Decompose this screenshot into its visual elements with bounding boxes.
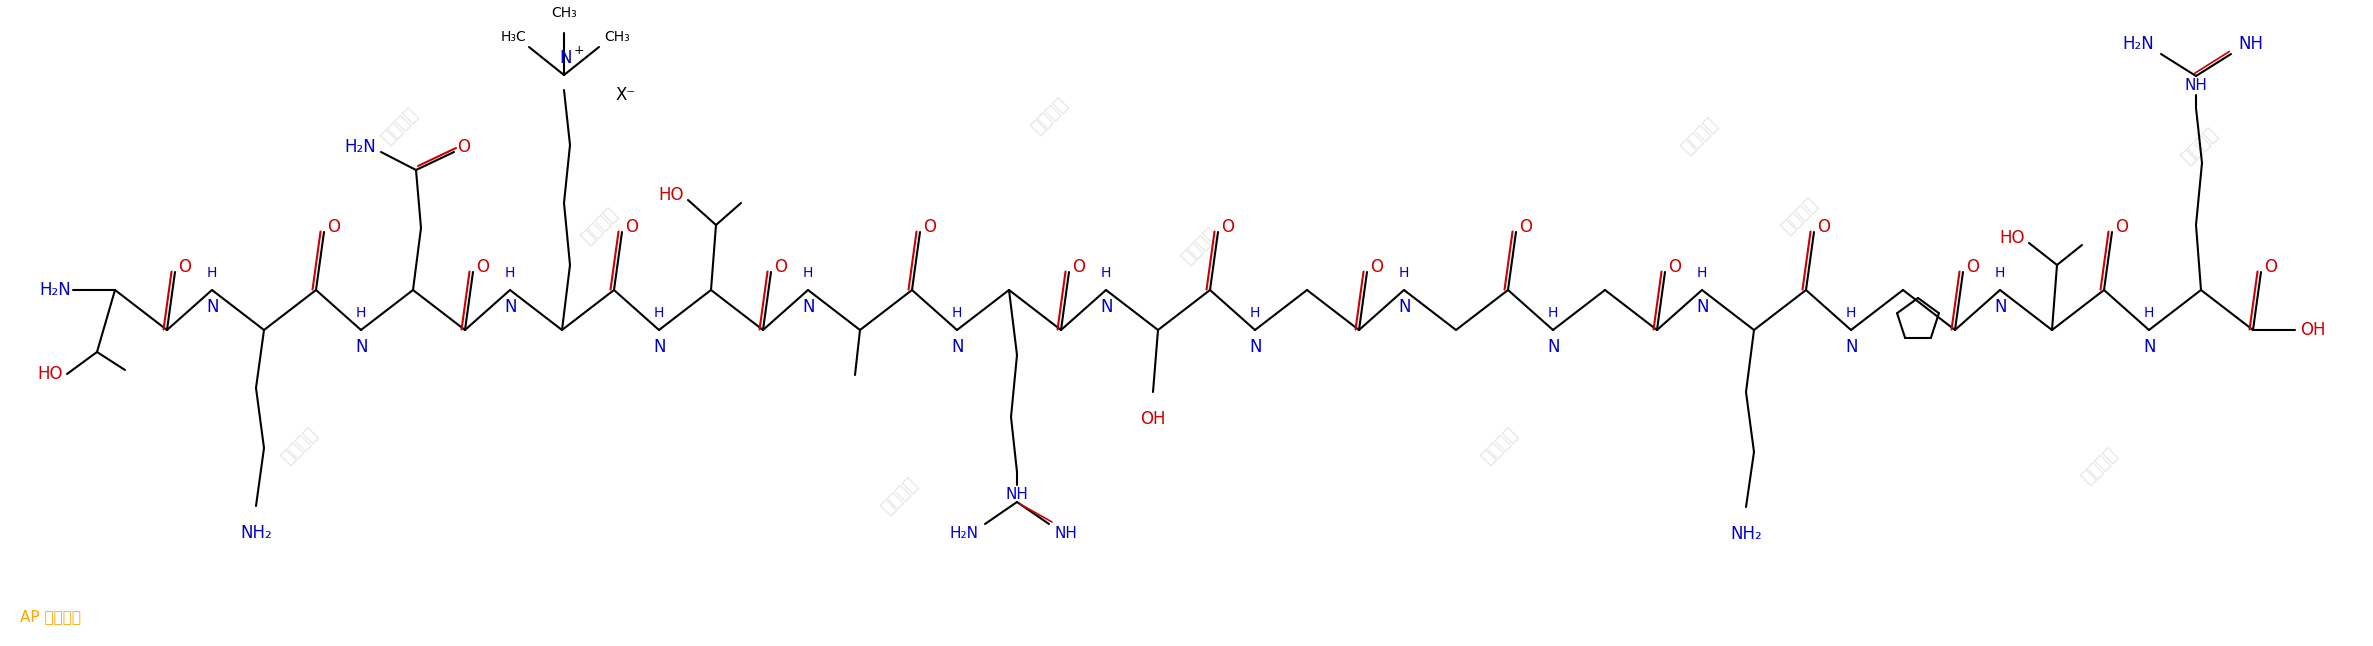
Text: O: O <box>458 138 470 156</box>
Text: H: H <box>505 266 515 280</box>
Text: X⁻: X⁻ <box>617 86 636 104</box>
Text: O: O <box>1372 258 1383 276</box>
Text: O: O <box>1222 218 1234 236</box>
Text: N: N <box>1251 338 1262 356</box>
Text: H: H <box>1547 306 1559 320</box>
Text: HO: HO <box>657 186 683 204</box>
Text: HO: HO <box>2000 229 2024 247</box>
Text: NH: NH <box>1006 487 1028 502</box>
Text: N: N <box>1547 338 1561 356</box>
Text: H₃C: H₃C <box>501 30 527 44</box>
Text: H: H <box>1697 266 1706 280</box>
Text: H: H <box>2143 306 2155 320</box>
Text: O: O <box>2264 258 2278 276</box>
Text: O: O <box>774 258 788 276</box>
Text: N: N <box>206 298 218 316</box>
Text: N: N <box>356 338 368 356</box>
Text: H: H <box>952 306 961 320</box>
Text: N: N <box>802 298 816 316</box>
Text: HO: HO <box>38 365 64 383</box>
Text: 专肽生物: 专肽生物 <box>1478 424 1521 468</box>
Text: NH₂: NH₂ <box>1730 525 1761 543</box>
Text: O: O <box>178 258 192 276</box>
Text: 专肽生物: 专肽生物 <box>2178 125 2221 167</box>
Text: O: O <box>1668 258 1682 276</box>
Text: H₂N: H₂N <box>40 281 71 299</box>
Text: NH: NH <box>2238 35 2264 53</box>
Text: O: O <box>2114 218 2129 236</box>
Text: +: + <box>574 44 584 57</box>
Text: H: H <box>802 266 814 280</box>
Text: 专肽生物: 专肽生物 <box>377 105 422 147</box>
Text: H: H <box>1101 266 1111 280</box>
Text: N: N <box>1101 298 1113 316</box>
Text: O: O <box>626 218 638 236</box>
Text: H: H <box>1398 266 1410 280</box>
Text: 专肽生物: 专肽生物 <box>1179 224 1222 267</box>
Text: O: O <box>327 218 339 236</box>
Text: O: O <box>1818 218 1830 236</box>
Text: H: H <box>206 266 218 280</box>
Text: H₂N: H₂N <box>344 138 375 156</box>
Text: 专肽生物: 专肽生物 <box>2079 444 2121 488</box>
Text: O: O <box>1967 258 1979 276</box>
Text: N: N <box>1697 298 1709 316</box>
Text: CH₃: CH₃ <box>605 30 629 44</box>
Text: N: N <box>1996 298 2008 316</box>
Text: 专肽生物: 专肽生物 <box>878 474 921 517</box>
Text: 专肽生物: 专肽生物 <box>1777 194 1822 238</box>
Text: 专肽生物: 专肽生物 <box>1678 114 1720 158</box>
Text: N: N <box>653 338 667 356</box>
Text: H: H <box>1846 306 1856 320</box>
Text: AP 专肽生物: AP 专肽生物 <box>19 609 81 624</box>
Text: H: H <box>356 306 365 320</box>
Text: 专肽生物: 专肽生物 <box>278 424 323 468</box>
Text: H: H <box>655 306 664 320</box>
Text: O: O <box>1073 258 1084 276</box>
Text: N: N <box>560 49 572 67</box>
Text: O: O <box>477 258 489 276</box>
Text: N: N <box>1846 338 1858 356</box>
Text: OH: OH <box>1141 410 1165 428</box>
Text: H: H <box>1996 266 2005 280</box>
Text: N: N <box>505 298 517 316</box>
Text: N: N <box>1398 298 1412 316</box>
Text: NH: NH <box>2186 78 2207 93</box>
Text: H₂N: H₂N <box>949 526 980 541</box>
Text: H₂N: H₂N <box>2121 35 2155 53</box>
Text: OH: OH <box>2299 321 2326 339</box>
Text: N: N <box>2143 338 2157 356</box>
Text: H: H <box>1251 306 1260 320</box>
Text: NH₂: NH₂ <box>240 524 273 542</box>
Text: O: O <box>923 218 937 236</box>
Text: 专肽生物: 专肽生物 <box>1028 94 1073 138</box>
Text: 专肽生物: 专肽生物 <box>579 204 622 247</box>
Text: O: O <box>1519 218 1533 236</box>
Text: N: N <box>952 338 963 356</box>
Text: CH₃: CH₃ <box>551 6 577 20</box>
Text: NH: NH <box>1056 526 1077 541</box>
